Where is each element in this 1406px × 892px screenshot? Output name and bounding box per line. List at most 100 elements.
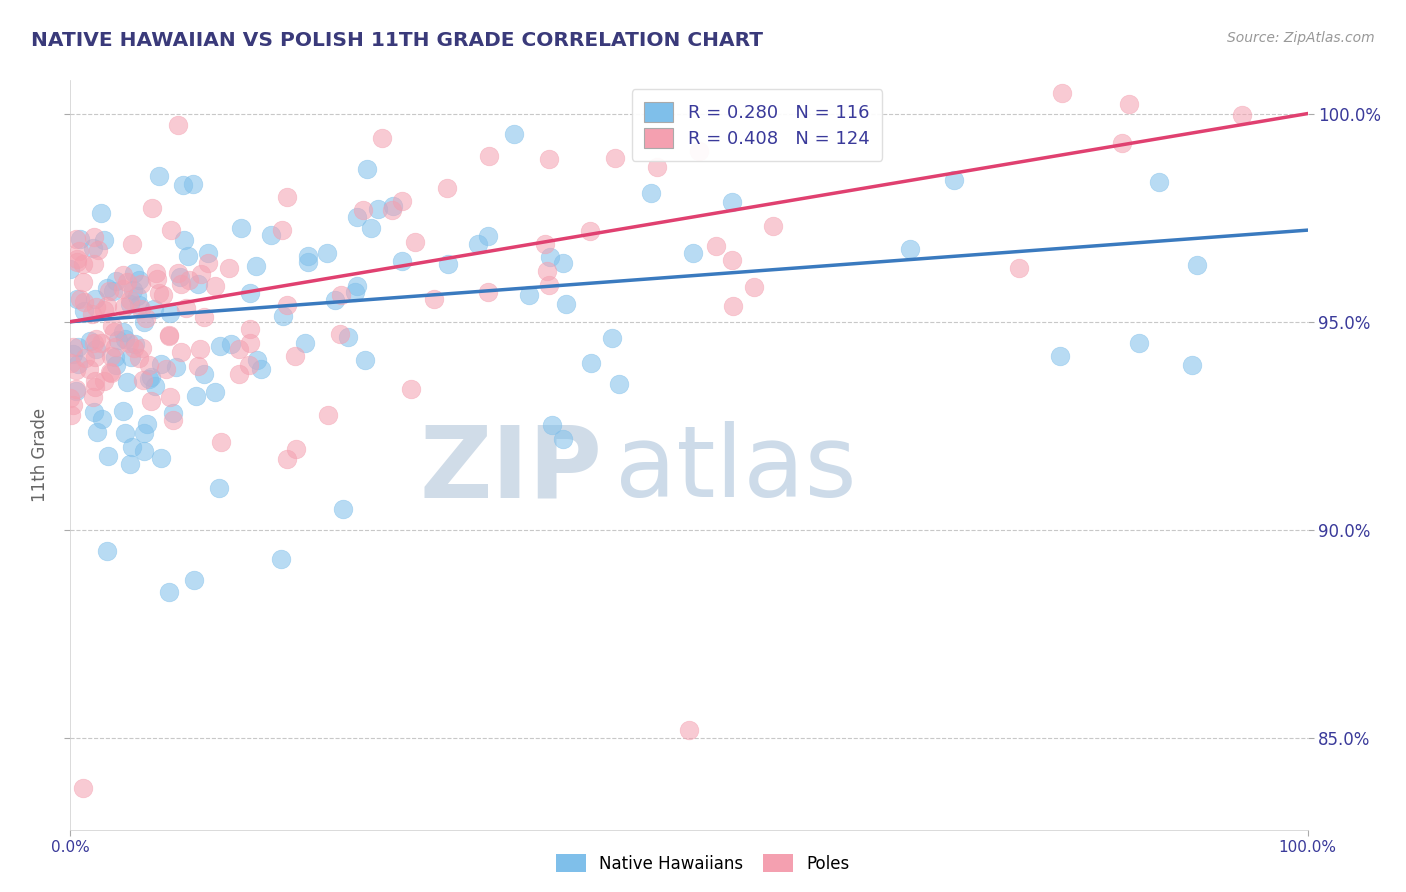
Point xyxy=(83,380,105,394)
Legend: R = 0.280   N = 116, R = 0.408   N = 124: R = 0.280 N = 116, R = 0.408 N = 124 xyxy=(631,89,882,161)
Point xyxy=(579,356,602,370)
Point xyxy=(193,310,215,325)
Y-axis label: 11th Grade: 11th Grade xyxy=(31,408,49,502)
Point xyxy=(647,160,669,174)
Point xyxy=(131,341,153,355)
Point xyxy=(157,329,180,343)
Point xyxy=(367,202,389,216)
Point xyxy=(122,341,145,355)
Point xyxy=(118,336,141,351)
Point xyxy=(1049,350,1071,364)
Point xyxy=(162,413,184,427)
Point xyxy=(79,334,101,348)
Point xyxy=(537,152,560,166)
Point xyxy=(239,285,262,300)
Point xyxy=(93,303,115,318)
Point xyxy=(127,288,149,302)
Point xyxy=(157,585,180,599)
Point xyxy=(284,442,307,457)
Point xyxy=(141,202,163,216)
Point xyxy=(84,342,107,356)
Point xyxy=(477,229,499,244)
Point xyxy=(246,353,269,368)
Point xyxy=(228,367,250,381)
Point xyxy=(391,194,413,208)
Point xyxy=(96,299,118,313)
Point xyxy=(245,259,267,273)
Point xyxy=(721,299,744,313)
Point xyxy=(90,205,112,219)
Point xyxy=(540,417,562,432)
Point xyxy=(422,292,444,306)
Point xyxy=(150,357,173,371)
Point xyxy=(184,389,207,403)
Point xyxy=(391,254,413,268)
Point xyxy=(87,243,110,257)
Point xyxy=(188,342,211,356)
Point xyxy=(231,221,253,235)
Point xyxy=(551,256,574,270)
Point xyxy=(1185,259,1208,273)
Point xyxy=(84,332,107,346)
Point xyxy=(898,242,921,256)
Point xyxy=(72,275,94,289)
Point xyxy=(186,277,208,292)
Point xyxy=(167,266,190,280)
Point xyxy=(688,145,710,159)
Point xyxy=(66,357,89,371)
Point xyxy=(112,300,135,314)
Point xyxy=(170,277,193,291)
Point xyxy=(90,335,112,350)
Point xyxy=(193,367,215,381)
Point xyxy=(329,326,352,341)
Point xyxy=(682,246,704,260)
Point xyxy=(250,361,273,376)
Text: ZIP: ZIP xyxy=(419,421,602,518)
Legend: Native Hawaiians, Poles: Native Hawaiians, Poles xyxy=(550,847,856,880)
Point xyxy=(381,203,404,218)
Point xyxy=(360,221,382,235)
Point xyxy=(536,264,558,278)
Point xyxy=(120,293,142,307)
Point xyxy=(59,262,82,277)
Point xyxy=(204,384,226,399)
Point xyxy=(100,319,122,334)
Point xyxy=(159,306,181,320)
Point xyxy=(121,440,143,454)
Point xyxy=(181,178,204,192)
Text: atlas: atlas xyxy=(614,421,856,518)
Point xyxy=(62,347,84,361)
Point xyxy=(69,292,91,306)
Point xyxy=(83,350,105,364)
Point xyxy=(742,279,765,293)
Point xyxy=(159,223,181,237)
Point xyxy=(238,358,260,372)
Point xyxy=(704,239,727,253)
Point xyxy=(382,199,405,213)
Point xyxy=(132,443,155,458)
Point xyxy=(62,398,84,412)
Point xyxy=(121,283,143,297)
Point xyxy=(271,222,294,236)
Point xyxy=(159,390,181,404)
Point xyxy=(172,178,194,192)
Point xyxy=(143,379,166,393)
Point xyxy=(138,359,160,373)
Point xyxy=(120,350,142,364)
Point xyxy=(132,315,155,329)
Point xyxy=(209,435,232,450)
Point xyxy=(83,336,105,351)
Point xyxy=(100,350,122,364)
Point xyxy=(62,340,84,354)
Point xyxy=(83,230,105,244)
Point xyxy=(59,391,82,405)
Point xyxy=(66,254,89,268)
Point xyxy=(399,382,422,396)
Point xyxy=(1008,260,1031,275)
Point xyxy=(218,261,240,276)
Point xyxy=(122,266,145,280)
Point xyxy=(118,296,141,310)
Point xyxy=(82,241,104,255)
Point xyxy=(276,190,298,204)
Point xyxy=(65,382,87,396)
